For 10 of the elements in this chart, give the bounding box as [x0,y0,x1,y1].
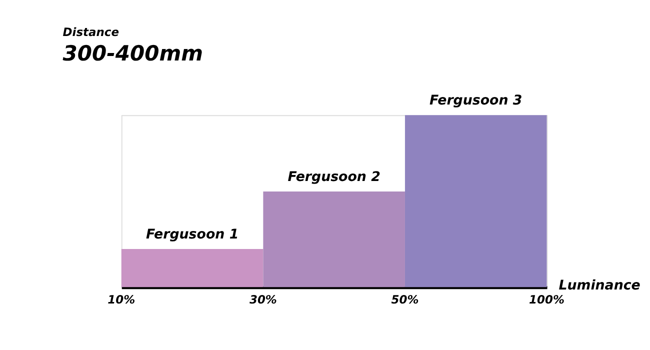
text: 100% [529,292,564,306]
chart-subtitle: 300-400mm [62,40,204,66]
x-tick-label: Fergusoon 3 [430,94,522,109]
x-axis-title: Luminance [558,278,640,294]
text: 50% [391,292,419,306]
text: 30% [249,292,277,306]
x-tick-label: Fergusoon 2 [288,170,380,185]
chart-title: Distance [62,24,120,39]
text: 10% [108,292,136,306]
x-tick-label: Fergusoon 1 [146,227,239,242]
